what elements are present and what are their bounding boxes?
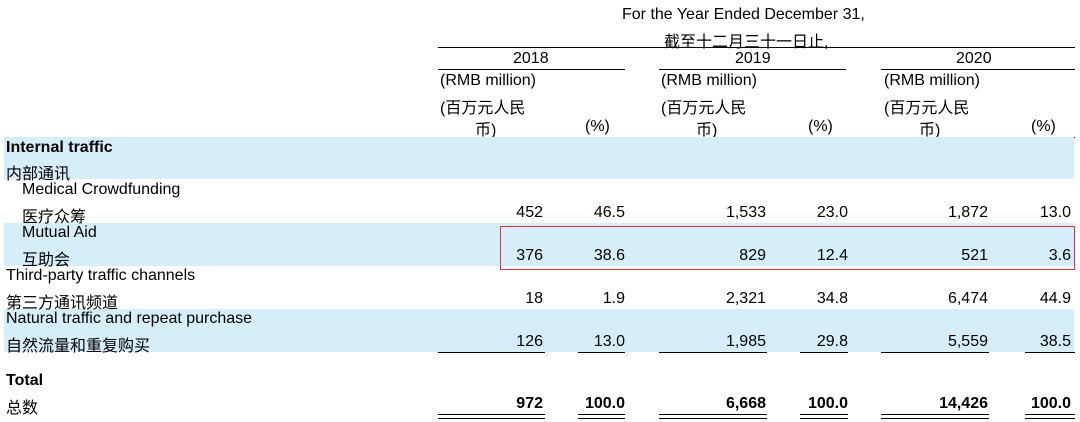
total-2019-value: 6,668 — [725, 395, 766, 412]
subtotal-line-2019-pct — [800, 352, 848, 353]
period-title-cn: 截至十二月三十一日止, — [664, 34, 829, 51]
year-2019-underline — [659, 69, 846, 70]
third-party-2019-value: 2,321 — [725, 290, 766, 307]
pct-2019: (%) — [808, 118, 833, 135]
year-2020: 2020 — [956, 50, 992, 67]
third-party-2020-value: 6,474 — [947, 290, 988, 307]
row-third-party-en: Third-party traffic channels — [6, 267, 196, 284]
natural-2019-pct: 29.8 — [816, 333, 848, 350]
row-natural-traffic-en: Natural traffic and repeat purchase — [6, 310, 253, 327]
row-internal-traffic-en: Internal traffic — [6, 139, 113, 156]
subtotal-line-2020-pct — [1025, 352, 1075, 353]
header-underline — [438, 47, 1075, 48]
medical-2019-value: 1,533 — [725, 204, 766, 221]
row-total-cn: 总数 — [6, 400, 39, 417]
total-dbl-line-2020-pct — [1025, 414, 1075, 419]
row-medical-en: Medical Crowdfunding — [22, 181, 181, 198]
medical-2020-pct: 13.0 — [1039, 204, 1071, 221]
medical-2018-value: 452 — [516, 204, 543, 221]
total-dbl-line-2019-pct — [800, 414, 848, 419]
mutual-aid-highlight-box — [500, 226, 1075, 270]
natural-2018-value: 126 — [516, 333, 543, 350]
medical-2020-value: 1,872 — [947, 204, 988, 221]
period-title-en: For the Year Ended December 31, — [622, 6, 865, 23]
third-party-2018-value: 18 — [525, 290, 543, 307]
medical-2019-pct: 23.0 — [816, 204, 848, 221]
pct-2020: (%) — [1031, 118, 1056, 135]
total-dbl-line-2018-value — [438, 414, 545, 419]
medical-2018-pct: 46.5 — [593, 204, 625, 221]
unit-2020-cn: (百万元人民 — [884, 100, 970, 117]
total-2020-value: 14,426 — [939, 395, 988, 412]
unit-2018-cn: (百万元人民 — [440, 100, 526, 117]
mutual-aid-2020-pct: 3.6 — [1048, 247, 1071, 264]
mutual-aid-2019-value: 829 — [739, 247, 766, 264]
natural-2020-value: 5,559 — [947, 333, 988, 350]
unit-2020-cn2: 币) — [919, 122, 941, 139]
mutual-aid-2020-value: 521 — [961, 247, 988, 264]
unit-2019-cn2: 币) — [696, 122, 718, 139]
subtotal-line-2020-value — [881, 352, 989, 353]
band-natural-traffic — [4, 309, 1074, 352]
total-2018-value: 972 — [516, 395, 543, 412]
year-2019: 2019 — [735, 50, 771, 67]
band-internal-traffic — [4, 137, 1074, 179]
row-mutual-aid-en: Mutual Aid — [22, 224, 97, 241]
total-2019-pct: 100.0 — [807, 395, 848, 412]
unit-2019-en: (RMB million) — [661, 72, 757, 89]
natural-2020-pct: 38.5 — [1039, 333, 1071, 350]
band-mutual-aid — [4, 223, 1074, 266]
third-party-2019-pct: 34.8 — [816, 290, 848, 307]
unit-2018-cn2: 币) — [475, 122, 497, 139]
row-natural-traffic-cn: 自然流量和重复购买 — [6, 338, 151, 355]
third-party-2020-pct: 44.9 — [1039, 290, 1071, 307]
mutual-aid-2018-value: 376 — [516, 247, 543, 264]
unit-2019-cn: (百万元人民 — [661, 100, 747, 117]
subtotal-line-2018-value — [438, 352, 545, 353]
row-mutual-aid-cn: 互助会 — [22, 252, 71, 269]
total-dbl-line-2018-pct — [578, 414, 625, 419]
mutual-aid-2018-pct: 38.6 — [593, 247, 625, 264]
total-2020-pct: 100.0 — [1030, 395, 1071, 412]
total-dbl-line-2020-value — [881, 414, 989, 419]
unit-2018-en: (RMB million) — [440, 72, 536, 89]
pct-2018: (%) — [585, 118, 610, 135]
year-2018-underline — [438, 69, 625, 70]
total-2018-pct: 100.0 — [584, 395, 625, 412]
row-internal-traffic-cn: 内部通讯 — [6, 166, 71, 183]
natural-2019-value: 1,985 — [725, 333, 766, 350]
total-dbl-line-2019-value — [659, 414, 767, 419]
row-total-en: Total — [6, 372, 44, 389]
unit-2020-en: (RMB million) — [884, 72, 980, 89]
third-party-2018-pct: 1.9 — [602, 290, 625, 307]
subtotal-line-2018-pct — [578, 352, 625, 353]
mutual-aid-2019-pct: 12.4 — [816, 247, 848, 264]
year-2020-underline — [881, 69, 1075, 70]
subtotal-line-2019-value — [659, 352, 767, 353]
row-third-party-cn: 第三方通讯频道 — [6, 295, 119, 312]
year-2018: 2018 — [513, 50, 549, 67]
natural-2018-pct: 13.0 — [593, 333, 625, 350]
row-medical-cn: 医疗众筹 — [22, 209, 87, 226]
